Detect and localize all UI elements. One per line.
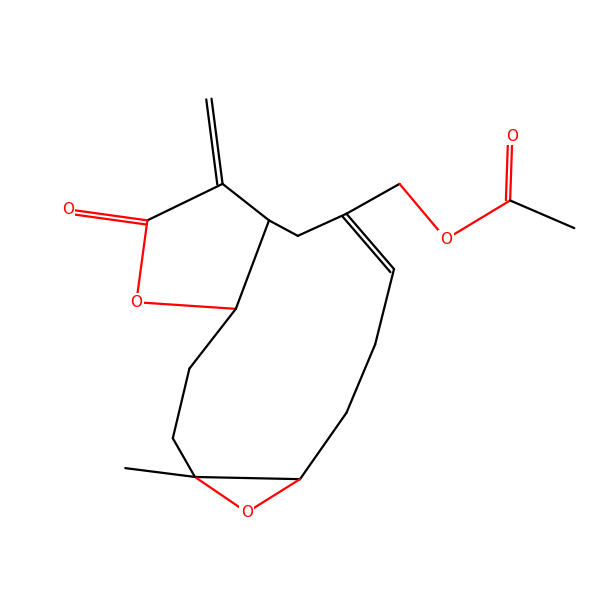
Text: O: O	[62, 202, 74, 217]
Text: O: O	[241, 505, 253, 520]
Text: O: O	[506, 129, 518, 144]
Text: O: O	[440, 232, 452, 247]
Text: O: O	[130, 295, 142, 310]
